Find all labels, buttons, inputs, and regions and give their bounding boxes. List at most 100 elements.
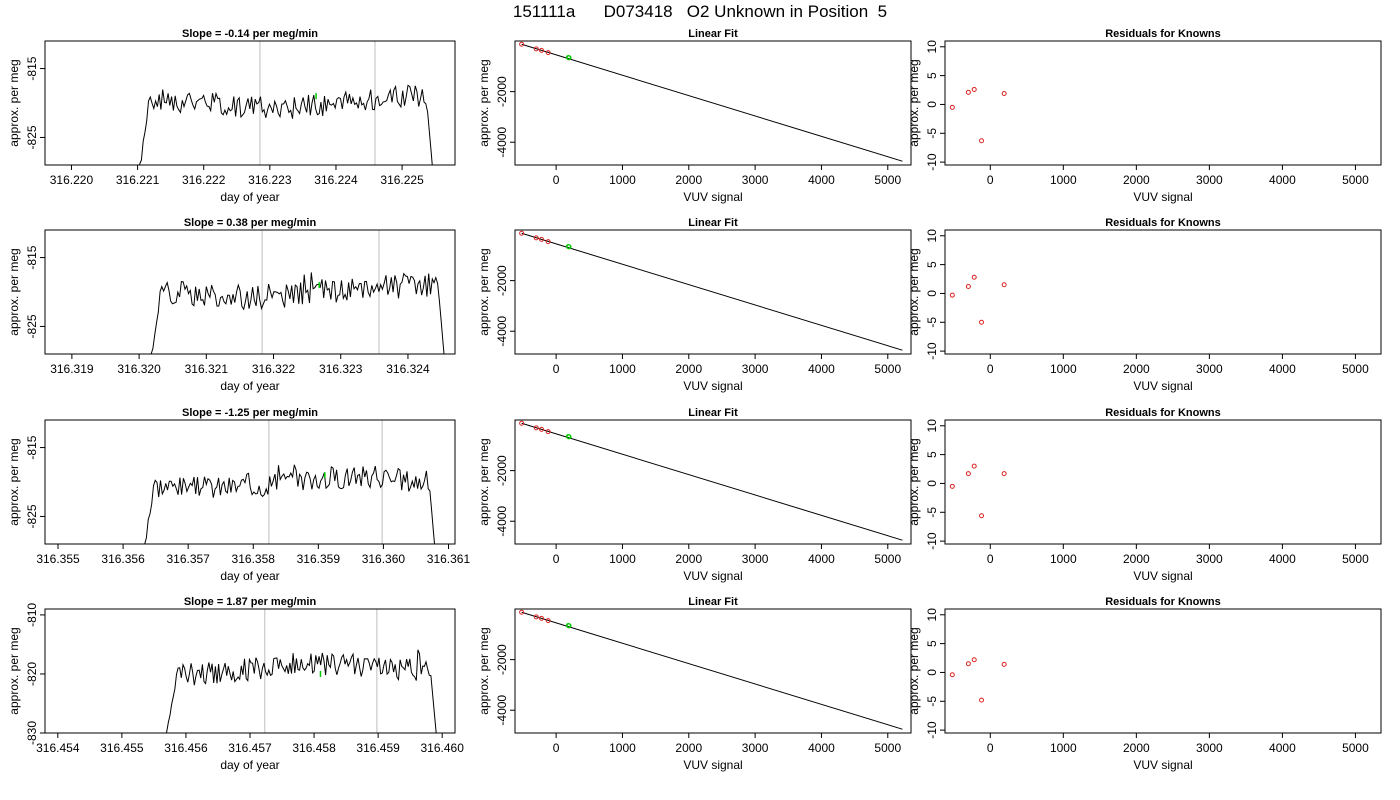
x-tick-label: 4000 xyxy=(1269,552,1296,566)
plot-area xyxy=(519,609,903,730)
panel-3-1: Slope = -1.25 per meg/min 316.355 316.356 3… xyxy=(7,407,470,583)
x-tick-label: 316.224 xyxy=(314,173,358,187)
known-point xyxy=(533,614,539,620)
x-tick-label: 316.358 xyxy=(232,552,276,566)
residual-point xyxy=(979,319,985,325)
y-axis-label: approx. per meg xyxy=(477,248,491,335)
y-axis-label: approx. per meg xyxy=(907,59,921,146)
y-axis-label: approx. per meg xyxy=(477,59,491,146)
x-axis-label: VUV signal xyxy=(1133,379,1192,393)
x-tick-label: 2000 xyxy=(675,552,702,566)
x-tick-label: 316.455 xyxy=(100,741,144,755)
residual-point xyxy=(971,86,977,92)
x-tick-label: 3000 xyxy=(742,173,769,187)
figure-title: 151111a D073418 O2 Unknown in Position 5 xyxy=(512,2,888,21)
x-tick-label: 316.457 xyxy=(228,741,272,755)
panel-1-2: Linear Fit 0 1000 2000 3000 4000 5000 -2000 -400… xyxy=(477,28,912,204)
fit-line xyxy=(521,611,903,730)
plot-area xyxy=(138,41,433,165)
x-tick-label: 316.359 xyxy=(297,552,341,566)
panel-title: Residuals for Knowns xyxy=(1105,28,1221,40)
panel-4-1: Slope = 1.87 per meg/min 316.454 316.455 31… xyxy=(7,596,464,772)
x-tick-label: 1000 xyxy=(609,741,636,755)
plot-frame xyxy=(514,419,912,545)
y-axis-label: approx. per meg xyxy=(7,627,21,714)
x-axis-label: VUV signal xyxy=(683,190,742,204)
plot-area xyxy=(949,274,1007,325)
plot-area xyxy=(150,230,445,354)
panel-2-2: Linear Fit 0 1000 2000 3000 4000 5000 -2000 -400… xyxy=(477,217,912,393)
residual-point xyxy=(979,513,985,519)
x-tick-label: 0 xyxy=(987,552,994,566)
x-tick-label: 316.357 xyxy=(166,552,210,566)
x-tick-label: 4000 xyxy=(808,741,835,755)
residual-point xyxy=(965,89,971,95)
y-axis-label: approx. per meg xyxy=(907,627,921,714)
x-tick-label: 2000 xyxy=(1123,552,1150,566)
x-tick-label: 316.458 xyxy=(292,741,336,755)
y-tick-label: -825 xyxy=(25,125,39,149)
x-tick-label: 3000 xyxy=(742,741,769,755)
y-tick-label: -10 xyxy=(925,342,939,360)
plot-area xyxy=(519,230,903,351)
x-tick-label: 2000 xyxy=(1123,173,1150,187)
x-tick-label: 3000 xyxy=(1196,362,1223,376)
x-tick-label: 316.320 xyxy=(117,362,161,376)
x-tick-label: 3000 xyxy=(1196,552,1223,566)
panel-title: Residuals for Knowns xyxy=(1105,217,1221,229)
residual-point xyxy=(965,661,971,667)
x-tick-label: 3000 xyxy=(1196,741,1223,755)
y-tick-label: -4000 xyxy=(495,695,509,726)
x-tick-label: 316.356 xyxy=(101,552,145,566)
y-axis-label: approx. per meg xyxy=(7,59,21,146)
x-tick-label: 1000 xyxy=(609,552,636,566)
x-tick-label: 1000 xyxy=(609,362,636,376)
x-tick-label: 0 xyxy=(553,362,560,376)
x-axis-label: VUV signal xyxy=(683,569,742,583)
x-tick-label: 316.323 xyxy=(319,362,363,376)
unknown-point xyxy=(566,623,572,629)
plot-area xyxy=(519,420,903,541)
plot-area xyxy=(949,463,1007,519)
y-tick-label: -825 xyxy=(25,504,39,528)
y-tick-label: 5 xyxy=(925,261,939,268)
x-tick-label: 1000 xyxy=(609,173,636,187)
y-tick-label: -5 xyxy=(925,507,939,518)
panel-title: Linear Fit xyxy=(688,217,738,229)
unknown-point xyxy=(566,244,572,250)
known-point xyxy=(545,239,551,245)
known-point xyxy=(539,47,545,53)
x-tick-label: 316.454 xyxy=(36,741,80,755)
residual-point xyxy=(949,104,955,110)
panel-1-3: Residuals for Knowns 0 1000 2000 3000 4000 500… xyxy=(907,28,1382,204)
x-tick-label: 316.225 xyxy=(380,173,424,187)
x-tick-label: 0 xyxy=(987,173,994,187)
y-tick-label: -815 xyxy=(25,56,39,80)
y-axis-label: approx. per meg xyxy=(7,438,21,525)
residual-point xyxy=(971,657,977,663)
x-tick-label: 316.223 xyxy=(248,173,292,187)
y-tick-label: -5 xyxy=(925,128,939,139)
y-tick-label: -2000 xyxy=(495,265,509,296)
x-tick-label: 316.456 xyxy=(164,741,208,755)
plot-frame xyxy=(514,608,912,734)
x-tick-label: 3000 xyxy=(742,552,769,566)
known-point xyxy=(533,425,539,431)
known-point xyxy=(519,420,525,426)
y-tick-label: 10 xyxy=(925,608,939,622)
signal-trace xyxy=(144,464,436,544)
x-tick-label: 2000 xyxy=(675,173,702,187)
plot-area xyxy=(949,86,1007,144)
x-axis-label: day of year xyxy=(220,758,279,772)
x-tick-label: 5000 xyxy=(1342,362,1369,376)
x-tick-label: 1000 xyxy=(1050,173,1077,187)
y-tick-label: 0 xyxy=(925,669,939,676)
y-tick-label: 5 xyxy=(925,640,939,647)
fit-line xyxy=(521,43,903,162)
known-point xyxy=(539,426,545,432)
x-tick-label: 1000 xyxy=(1050,552,1077,566)
y-tick-label: 10 xyxy=(925,229,939,243)
x-tick-label: 316.355 xyxy=(36,552,80,566)
x-tick-label: 316.321 xyxy=(185,362,229,376)
residual-point xyxy=(1001,471,1007,477)
